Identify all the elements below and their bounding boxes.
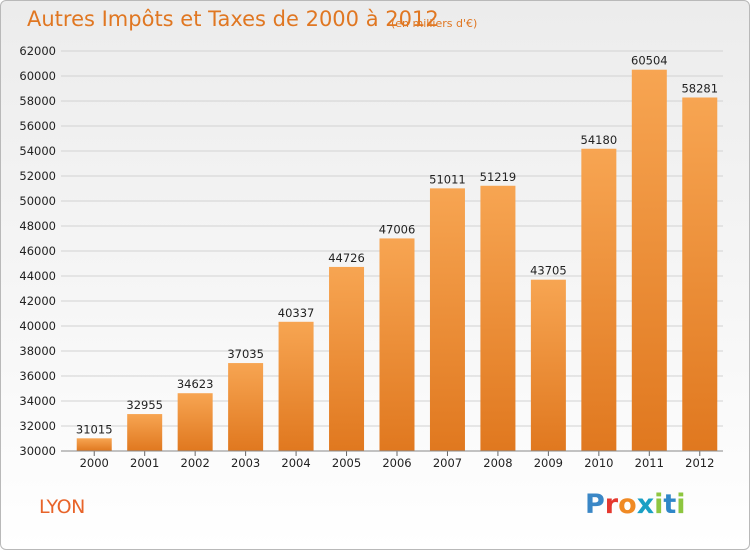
bar-value-label: 44726 <box>328 251 365 265</box>
y-tick-label: 48000 <box>19 219 56 233</box>
logo-letter: i <box>654 489 664 520</box>
y-tick-label: 56000 <box>19 119 56 133</box>
y-tick-label: 50000 <box>19 194 56 208</box>
x-tick-label: 2003 <box>231 456 260 470</box>
x-tick-label: 2004 <box>281 456 310 470</box>
x-tick-label: 2001 <box>130 456 159 470</box>
x-axis-tick-labels: 2000 2001 2002 2003 2004 2005 2006 2007 2008 2009… <box>80 451 714 470</box>
bar-value-label: 43705 <box>530 264 567 278</box>
logo-letter: r <box>604 489 619 520</box>
bar <box>329 266 365 451</box>
bar-value-label: 40337 <box>278 306 315 320</box>
bar-value-label: 37035 <box>227 347 264 361</box>
bar-value-label: 51219 <box>480 170 517 184</box>
x-tick-label: 2006 <box>382 456 411 470</box>
bars: 31015 32955 34623 37035 40337 44726 47006 51011… <box>76 54 718 452</box>
x-tick-label: 2002 <box>181 456 210 470</box>
logo-letter: i <box>676 489 686 520</box>
bar <box>682 97 718 452</box>
y-axis-tick-labels: 30000 32000 34000 36000 38000 40000 42000 44000… <box>19 44 56 458</box>
bar <box>228 363 264 451</box>
bar-value-label: 32955 <box>126 398 163 412</box>
city-name: LYON <box>39 496 85 518</box>
y-tick-label: 40000 <box>19 319 56 333</box>
bar-value-label: 54180 <box>581 133 618 147</box>
bar-value-label: 34623 <box>177 377 214 391</box>
bar <box>127 414 163 451</box>
bar <box>530 279 566 451</box>
bar-value-label: 31015 <box>76 422 113 436</box>
x-tick-label: 2012 <box>685 456 714 470</box>
y-tick-label: 52000 <box>19 169 56 183</box>
bar <box>278 321 314 451</box>
x-tick-label: 2011 <box>635 456 664 470</box>
bar <box>631 69 667 451</box>
x-tick-label: 2008 <box>483 456 512 470</box>
bar-value-label: 60504 <box>631 54 668 68</box>
bar <box>581 148 617 451</box>
bar-value-label: 47006 <box>379 222 416 236</box>
y-tick-label: 44000 <box>19 269 56 283</box>
logo-letter: t <box>663 489 677 520</box>
y-tick-label: 38000 <box>19 344 56 358</box>
x-tick-label: 2005 <box>332 456 361 470</box>
proxiti-logo: Proxiti <box>585 489 686 520</box>
y-tick-label: 46000 <box>19 244 56 258</box>
y-tick-label: 60000 <box>19 69 56 83</box>
logo-letter: o <box>618 489 637 520</box>
logo-letter: x <box>636 489 655 520</box>
bar-value-label: 58281 <box>681 81 718 95</box>
bar <box>480 185 516 451</box>
y-tick-label: 36000 <box>19 369 56 383</box>
bar <box>379 238 415 451</box>
x-tick-label: 2010 <box>584 456 613 470</box>
y-tick-label: 42000 <box>19 294 56 308</box>
bar <box>177 393 213 451</box>
x-tick-label: 2009 <box>534 456 563 470</box>
chart-title: Autres Impôts et Taxes de 2000 à 2012 <box>27 7 439 31</box>
y-tick-label: 32000 <box>19 419 56 433</box>
y-tick-label: 54000 <box>19 144 56 158</box>
logo-letter: P <box>585 489 605 520</box>
y-tick-label: 62000 <box>19 44 56 58</box>
x-tick-label: 2007 <box>433 456 462 470</box>
x-tick-label: 2000 <box>80 456 109 470</box>
bar <box>76 438 112 451</box>
bar-value-label: 51011 <box>429 172 466 186</box>
bar <box>429 188 465 452</box>
chart-subtitle: (en milliers d'€) <box>391 17 478 30</box>
y-tick-label: 30000 <box>19 444 56 458</box>
y-tick-label: 58000 <box>19 94 56 108</box>
y-tick-label: 34000 <box>19 394 56 408</box>
